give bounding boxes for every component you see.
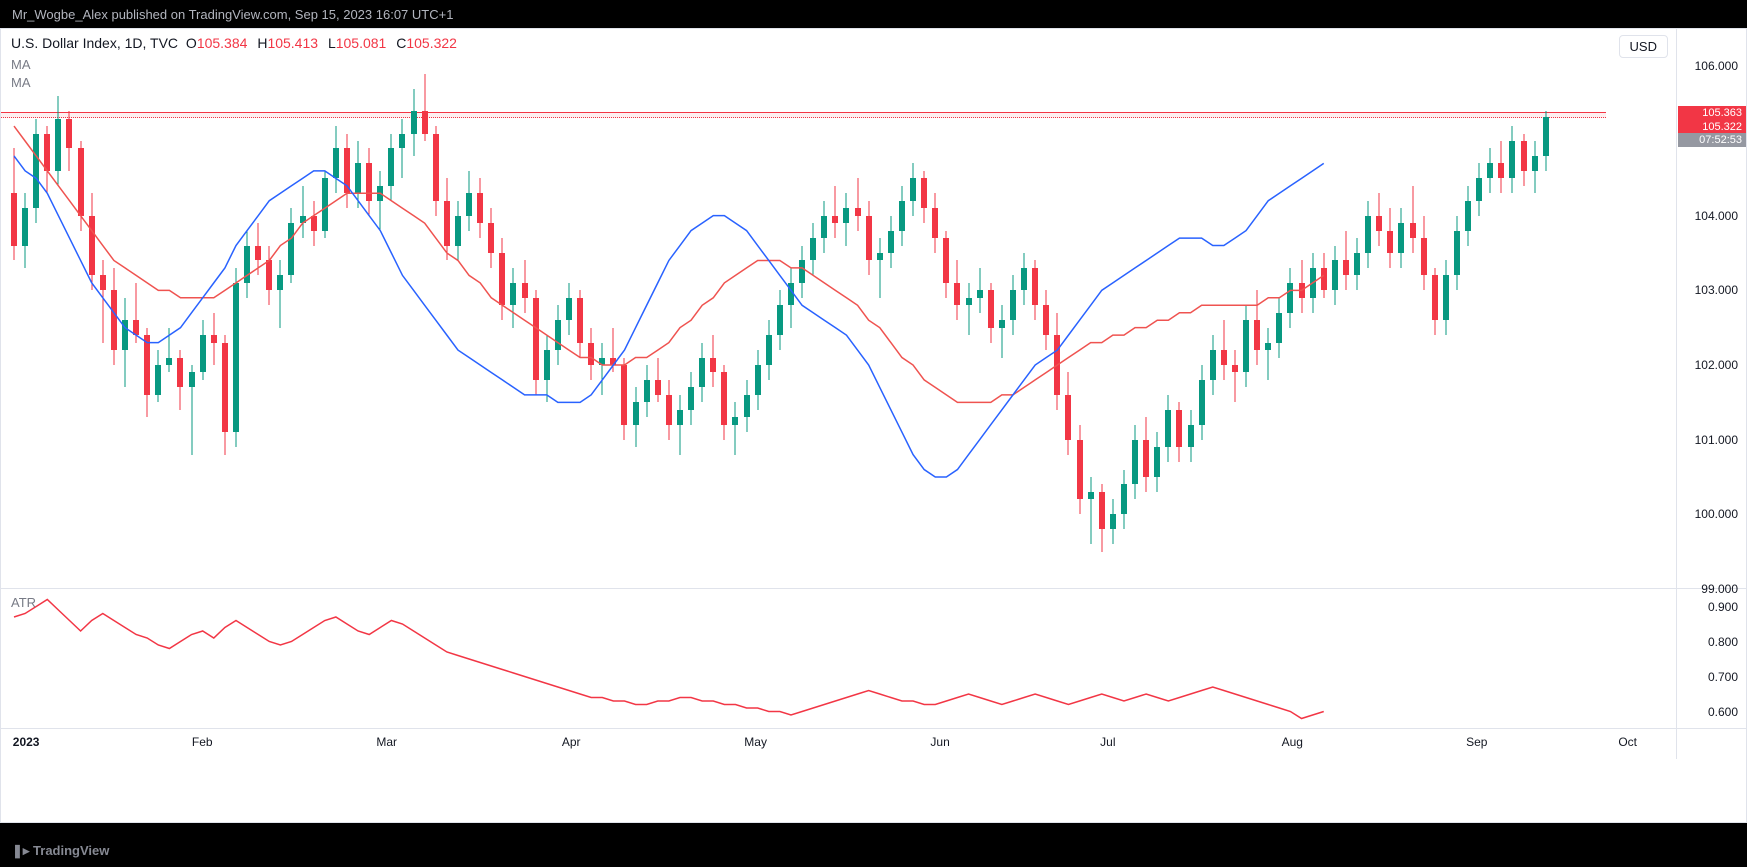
resistance-line — [1, 112, 1606, 118]
x-tick-label: Jun — [930, 735, 949, 749]
x-tick-label: Aug — [1282, 735, 1303, 749]
x-tick-label: Feb — [192, 735, 213, 749]
ma-label-2: MA — [11, 75, 31, 90]
header-bar: Mr_Wogbe_Alex published on TradingView.c… — [0, 0, 1747, 28]
price-tag: 105.322 — [1678, 120, 1746, 134]
ma-label-1: MA — [11, 57, 31, 72]
x-tick-label: May — [744, 735, 767, 749]
symbol-legend: U.S. Dollar Index, 1D, TVC O105.384 H105… — [11, 35, 463, 51]
atr-y-tick: 0.700 — [1708, 670, 1738, 684]
y-tick-label: 102.000 — [1695, 358, 1738, 372]
y-tick-label: 100.000 — [1695, 507, 1738, 521]
price-tag: 07:52:53 — [1678, 133, 1746, 147]
price-tag: 105.363 — [1678, 106, 1746, 120]
atr-chart[interactable]: 0.600 0.700 0.800 0.900 ATR — [1, 589, 1746, 729]
chart-container: 99.000100.000101.000102.000103.000104.00… — [0, 28, 1747, 823]
y-tick-label: 101.000 — [1695, 433, 1738, 447]
y-tick-label: 103.000 — [1695, 283, 1738, 297]
atr-label: ATR — [11, 595, 36, 610]
atr-line — [1, 589, 1678, 729]
atr-y-tick: 0.900 — [1708, 600, 1738, 614]
main-y-axis: 99.000100.000101.000102.000103.000104.00… — [1676, 29, 1746, 588]
x-tick-label: Sep — [1466, 735, 1487, 749]
x-axis: 2023 Feb Mar Apr May Jun Jul Aug Sep Oct — [1, 729, 1746, 759]
atr-y-axis: 0.600 0.700 0.800 0.900 — [1676, 589, 1746, 728]
ohlc-close: 105.322 — [406, 35, 457, 51]
logo-icon: ❚▸ — [12, 843, 29, 858]
main-chart[interactable]: 99.000100.000101.000102.000103.000104.00… — [1, 29, 1746, 589]
x-tick-label: Apr — [562, 735, 581, 749]
x-tick-label: Oct — [1618, 735, 1637, 749]
ohlc-open: 105.384 — [197, 35, 248, 51]
ohlc-low: 105.081 — [336, 35, 387, 51]
publication-info: Mr_Wogbe_Alex published on TradingView.c… — [12, 7, 453, 22]
y-tick-label: 104.000 — [1695, 209, 1738, 223]
x-tick-label: Mar — [376, 735, 397, 749]
x-tick-label: 2023 — [13, 735, 40, 749]
atr-y-tick: 0.600 — [1708, 705, 1738, 719]
currency-badge[interactable]: USD — [1619, 35, 1668, 58]
y-tick-label: 106.000 — [1695, 59, 1738, 73]
tradingview-watermark: ❚▸ TradingView — [12, 843, 109, 859]
ohlc-high: 105.413 — [267, 35, 318, 51]
symbol-name: U.S. Dollar Index, 1D, TVC — [11, 35, 178, 51]
x-tick-label: Jul — [1100, 735, 1115, 749]
atr-y-tick: 0.800 — [1708, 635, 1738, 649]
